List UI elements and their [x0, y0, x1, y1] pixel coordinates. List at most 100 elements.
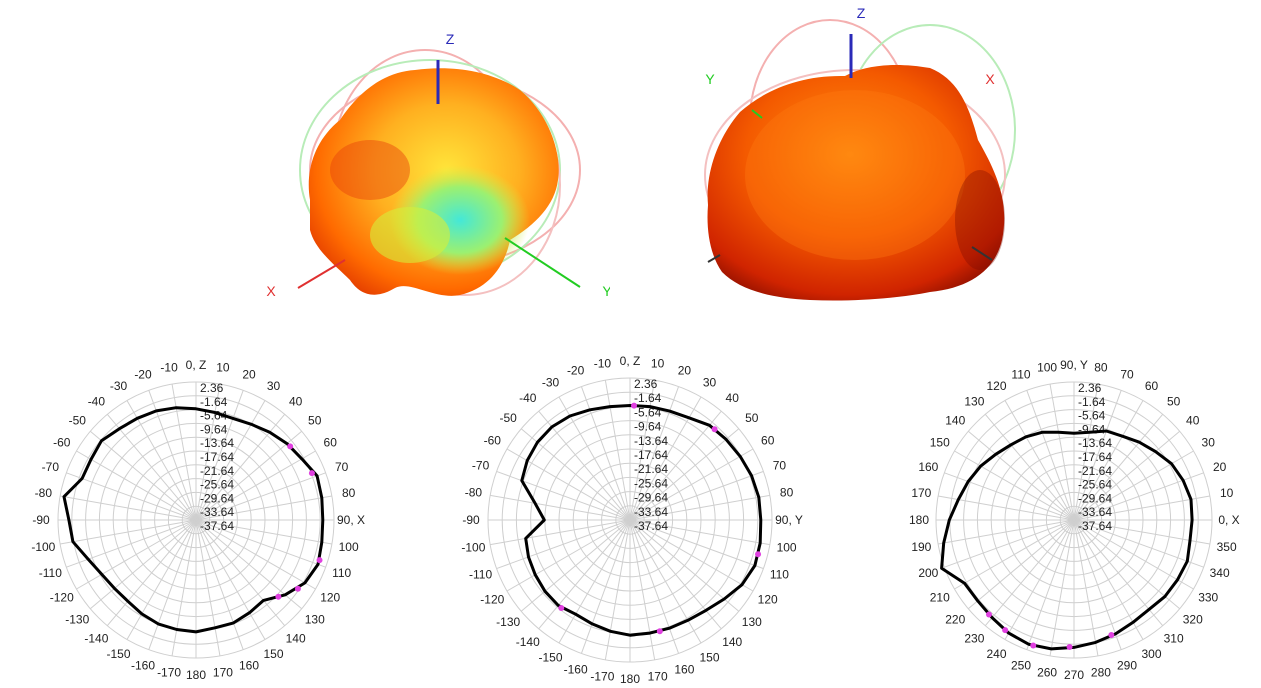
angle-tick-label: 220	[945, 613, 965, 627]
radial-tick-label: -1.64	[1078, 395, 1106, 409]
grid-spoke	[496, 470, 631, 521]
angle-tick-label: -80	[465, 485, 483, 499]
grid-spoke	[954, 450, 1075, 521]
angle-tick-label: 260	[1037, 666, 1057, 680]
grid-spoke	[1049, 519, 1075, 656]
angle-tick-label: 320	[1183, 613, 1203, 627]
angle-tick-label: 80	[1094, 360, 1108, 374]
angle-tick-label: 50	[308, 413, 322, 427]
grid-spoke	[629, 519, 680, 654]
angle-tick-label: 140	[722, 635, 742, 649]
angle-tick-label: -50	[69, 413, 87, 427]
angle-tick-label: 90, Y	[775, 513, 803, 527]
angle-tick-label: 150	[930, 436, 950, 450]
grid-spoke	[195, 519, 316, 590]
radial-tick-label: -9.64	[1078, 422, 1106, 436]
angle-tick-label: 120	[758, 593, 778, 607]
pattern-marker	[630, 402, 637, 409]
angle-tick-label: 10	[1220, 486, 1234, 500]
angle-tick-label: -100	[461, 541, 485, 555]
angle-tick-label: 200	[918, 566, 938, 580]
grid-spoke	[148, 519, 197, 650]
grid-spoke	[195, 430, 303, 521]
grid-spoke	[1049, 384, 1075, 521]
pattern-marker	[1108, 631, 1115, 638]
grid-spoke	[558, 519, 631, 644]
angle-tick-label: 150	[263, 647, 283, 661]
grid-spoke	[1073, 413, 1164, 521]
angle-tick-label: 40	[726, 391, 740, 405]
angle-tick-label: -100	[31, 540, 55, 554]
radial-tick-label: -21.64	[200, 464, 234, 478]
grid-spoke	[629, 386, 680, 521]
angle-tick-label: -160	[564, 662, 588, 676]
angle-tick-label: 0, X	[1218, 513, 1239, 527]
angle-tick-label: -50	[500, 411, 518, 425]
angle-tick-label: -90	[462, 513, 480, 527]
grid-spoke	[1073, 450, 1194, 521]
angle-tick-label: -40	[88, 394, 106, 408]
radial-tick-label: -37.64	[1078, 519, 1112, 533]
angle-tick-label: 110	[332, 566, 351, 580]
pattern-surface	[707, 64, 1005, 301]
radial-tick-label: -25.64	[634, 476, 668, 490]
grid-spoke	[1073, 519, 1144, 640]
angle-tick-label: -10	[594, 356, 612, 370]
grid-spoke	[1073, 519, 1194, 590]
grid-spoke	[1073, 400, 1144, 521]
angle-tick-label: -120	[50, 591, 74, 605]
radial-tick-label: -33.64	[634, 505, 668, 519]
angle-tick-label: 50	[745, 411, 759, 425]
grid-spoke	[496, 519, 631, 570]
angle-tick-label: 20	[678, 364, 692, 378]
polar-grid	[57, 381, 335, 659]
grid-spoke	[629, 448, 754, 521]
angle-tick-label: 120	[986, 379, 1006, 393]
pattern-curve	[940, 429, 1194, 651]
angle-tick-label: 240	[986, 647, 1006, 661]
angle-tick-label: 180	[909, 513, 929, 527]
pattern-marker	[711, 426, 718, 433]
angle-tick-label: -170	[157, 666, 181, 680]
grid-spoke	[89, 519, 197, 610]
grid-spoke	[195, 450, 316, 521]
grid-spoke	[195, 519, 286, 627]
angle-tick-label: -150	[106, 647, 130, 661]
grid-spoke	[938, 495, 1075, 521]
grid-spoke	[1073, 390, 1122, 521]
polar-grid	[487, 377, 773, 663]
angle-tick-label: -70	[472, 459, 490, 473]
angle-tick-label: 80	[342, 486, 356, 500]
radial-tick-label: -33.64	[1078, 505, 1112, 519]
x-axis-line	[297, 259, 346, 289]
radial-tick-label: -21.64	[1078, 464, 1112, 478]
angle-tick-label: -160	[131, 659, 155, 673]
grid-spoke	[629, 519, 702, 644]
grid-spoke	[1073, 519, 1122, 650]
angle-tick-label: -30	[110, 379, 128, 393]
pattern-marker	[294, 585, 301, 592]
grid-spoke	[967, 430, 1075, 521]
angle-tick-label: 70	[1120, 367, 1134, 381]
grid-spoke	[1073, 519, 1099, 656]
angle-tick-label: -10	[160, 360, 178, 374]
angle-tick-label: -120	[480, 593, 504, 607]
pattern-curve	[520, 404, 763, 637]
angle-tick-label: -80	[35, 486, 53, 500]
angle-tick-label: -70	[42, 460, 60, 474]
grid-spoke	[1073, 519, 1164, 627]
z-axis-label: Z	[446, 31, 455, 47]
grid-spoke	[558, 396, 631, 521]
angle-tick-label: 90, Y	[1060, 358, 1088, 372]
grid-spoke	[629, 519, 764, 570]
pattern-marker	[1030, 642, 1037, 649]
grid-spoke	[954, 519, 1075, 590]
grid-spoke	[1073, 519, 1181, 610]
grid-spoke	[60, 495, 197, 521]
grid-spoke	[1073, 384, 1099, 521]
grid-spoke	[506, 519, 631, 592]
angle-tick-label: -150	[538, 651, 562, 665]
angle-tick-label: -170	[590, 670, 614, 684]
